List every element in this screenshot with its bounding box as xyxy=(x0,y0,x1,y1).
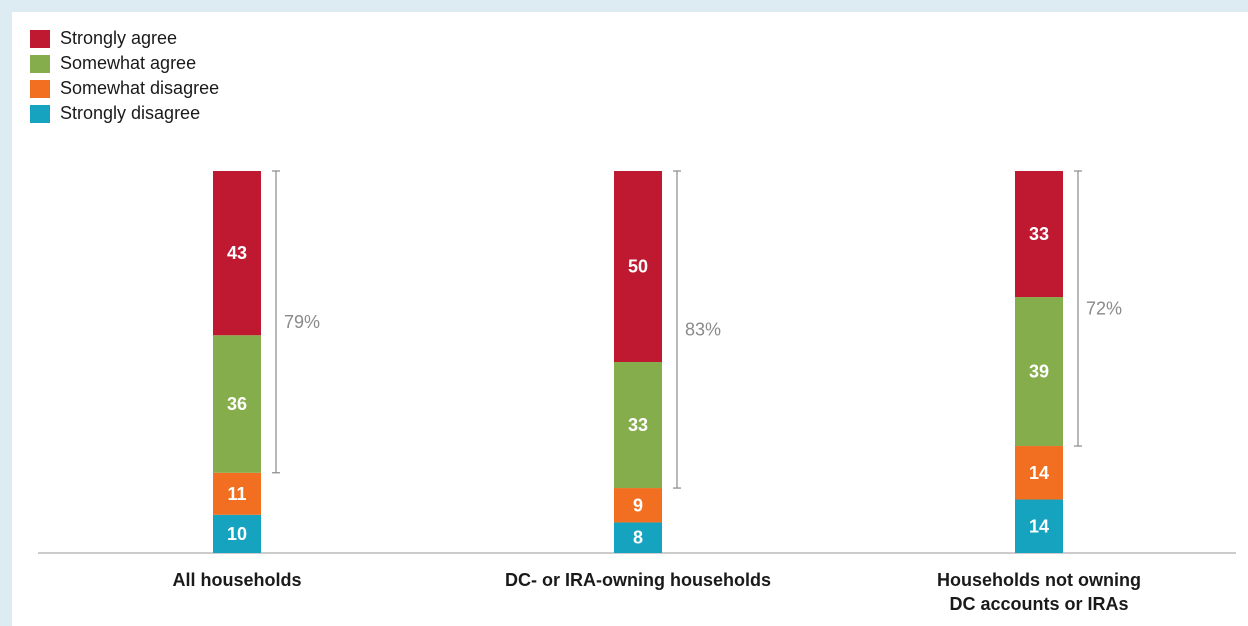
bar-segment xyxy=(213,335,261,473)
legend-label: Somewhat disagree xyxy=(60,78,220,98)
legend-label: Strongly disagree xyxy=(60,103,201,123)
legend-item: Somewhat agree xyxy=(30,51,219,76)
data-label: 14 xyxy=(1029,516,1049,536)
bar-segment xyxy=(1015,499,1063,553)
category-label: All households xyxy=(172,570,302,590)
data-label: 33 xyxy=(628,415,648,435)
agree-total-label: 83% xyxy=(685,320,721,340)
data-label: 43 xyxy=(227,243,247,263)
bar-segment xyxy=(1015,446,1063,500)
agree-bracket xyxy=(673,170,681,489)
bar-segment xyxy=(1015,171,1063,298)
bar-segment xyxy=(614,171,662,362)
legend-label: Somewhat agree xyxy=(60,53,197,73)
data-label: 9 xyxy=(633,495,643,515)
data-label: 33 xyxy=(1029,224,1049,244)
data-label: 8 xyxy=(633,528,643,548)
legend-swatch xyxy=(30,104,50,123)
data-label: 10 xyxy=(227,524,247,544)
bar-segment xyxy=(213,472,261,515)
bar-segment xyxy=(213,514,261,553)
agree-bracket xyxy=(272,170,280,474)
data-label: 11 xyxy=(227,484,246,504)
legend: Strongly agree Somewhat agree Somewhat dis… xyxy=(30,26,219,126)
agree-total-label: 79% xyxy=(284,312,320,332)
legend-item: Somewhat disagree xyxy=(30,76,219,101)
legend-item: Strongly agree xyxy=(30,26,219,51)
bar-segment xyxy=(213,171,261,336)
bar-segment xyxy=(1015,297,1063,447)
bar-segment xyxy=(614,362,662,489)
legend-swatch xyxy=(30,29,50,48)
data-label: 39 xyxy=(1029,362,1049,382)
bar-segment xyxy=(614,522,662,553)
data-label: 14 xyxy=(1029,463,1049,483)
legend-swatch xyxy=(30,79,50,98)
legend-label: Strongly agree xyxy=(60,28,178,48)
legend-item: Strongly disagree xyxy=(30,101,219,126)
data-label: 36 xyxy=(227,394,247,414)
bar-segment xyxy=(614,488,662,523)
category-label: DC- or IRA-owning households xyxy=(505,570,771,590)
agree-bracket xyxy=(1074,170,1082,447)
agree-total-label: 72% xyxy=(1086,299,1122,319)
data-label: 50 xyxy=(628,257,648,277)
category-label: Households not owning DC accounts or IRA… xyxy=(937,570,1141,614)
legend-swatch xyxy=(30,54,50,73)
